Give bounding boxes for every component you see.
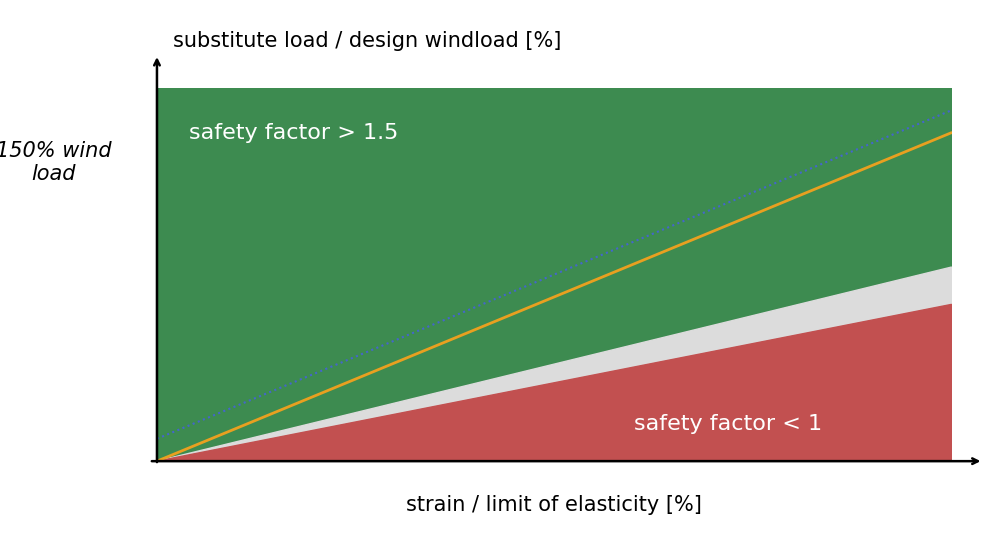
Polygon shape: [157, 267, 952, 461]
Text: safety factor > 1.5: safety factor > 1.5: [188, 122, 398, 143]
Polygon shape: [157, 88, 952, 461]
Text: strain / limit of elasticity [%]: strain / limit of elasticity [%]: [406, 495, 702, 515]
Text: 150% wind
load: 150% wind load: [0, 141, 112, 184]
Text: safety factor < 1: safety factor < 1: [634, 414, 822, 434]
Polygon shape: [157, 304, 952, 461]
Text: substitute load / design windload [%]: substitute load / design windload [%]: [173, 31, 561, 51]
